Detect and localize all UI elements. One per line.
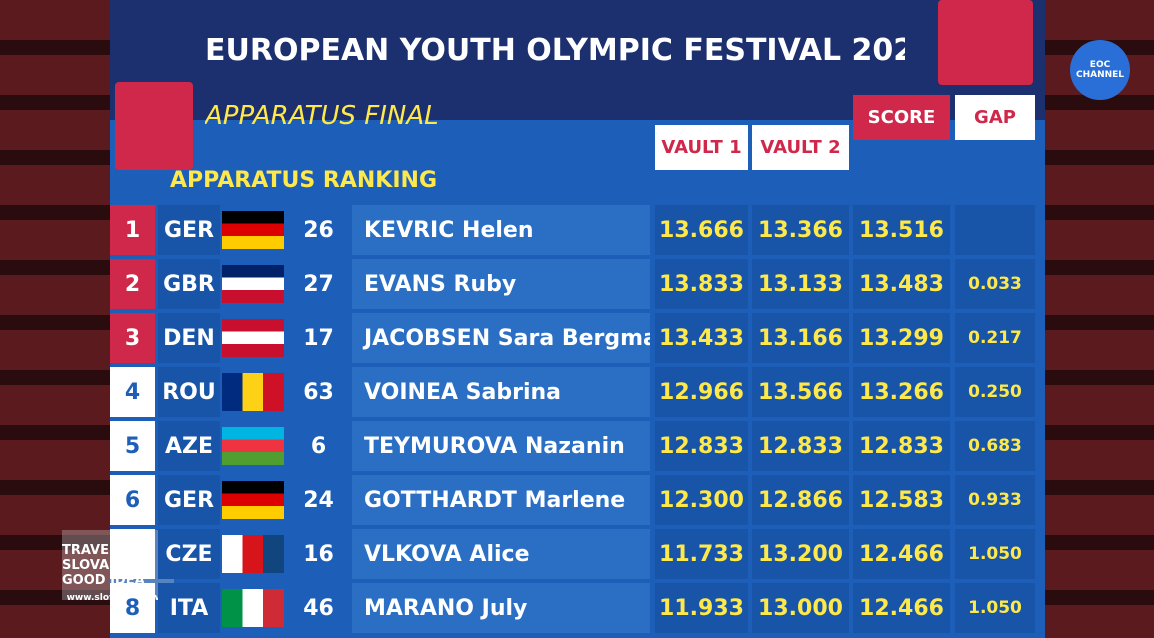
gymnastics-logo: [115, 82, 193, 170]
cell-gap: 1.050: [955, 529, 1035, 579]
cell-nation: GER: [158, 475, 220, 525]
cell-rank: 4: [110, 367, 155, 417]
cell-score: 13.266: [853, 367, 950, 417]
cell-vault2: 13.566: [752, 367, 849, 417]
cell-score: 13.299: [853, 313, 950, 363]
column-header: VAULT 1: [655, 125, 748, 170]
cell-score: 12.833: [853, 421, 950, 471]
cell-name: GOTTHARDT Marlene: [352, 475, 650, 525]
flag: [222, 535, 284, 573]
cell-name: VOINEA Sabrina: [352, 367, 650, 417]
cell-vault2: 12.833: [752, 421, 849, 471]
cell-vault2: 13.366: [752, 205, 849, 255]
cell-nation: ITA: [158, 583, 220, 633]
cell-vault2: 13.166: [752, 313, 849, 363]
section-title: APPARATUS RANKING: [170, 167, 437, 193]
cell-gap: [955, 205, 1035, 255]
cell-rank: 2: [110, 259, 155, 309]
cell-bib: 63: [303, 379, 334, 405]
cell-rank: 6: [110, 475, 155, 525]
festival-logo: [938, 0, 1033, 85]
cell-name: EVANS Ruby: [352, 259, 650, 309]
cell-gap: 0.033: [955, 259, 1035, 309]
cell-nation: DEN: [158, 313, 220, 363]
cell-vault1: 12.966: [655, 367, 748, 417]
cell-score: 12.466: [853, 529, 950, 579]
cell-vault1: 12.300: [655, 475, 748, 525]
cell-gap: 0.250: [955, 367, 1035, 417]
column-header: SCORE: [853, 95, 950, 140]
cell-nation: CZE: [158, 529, 220, 579]
cell-vault2: 13.133: [752, 259, 849, 309]
cell-vault2: 13.200: [752, 529, 849, 579]
cell-rank: 8: [110, 583, 155, 633]
cell-score: 13.483: [853, 259, 950, 309]
flag: [222, 319, 284, 357]
cell-nation: GER: [158, 205, 220, 255]
column-header: VAULT 2: [752, 125, 849, 170]
cell-gap: 1.050: [955, 583, 1035, 633]
cell-bib: 27: [303, 271, 334, 297]
cell-bib: 26: [303, 217, 334, 243]
cell-bib: 17: [303, 325, 334, 351]
cell-bib: 6: [310, 433, 327, 459]
channel-logo: EOC CHANNEL: [1070, 40, 1130, 100]
cell-name: JACOBSEN Sara Bergmann: [352, 313, 650, 363]
subtitle: APPARATUS FINAL: [205, 101, 439, 131]
cell-name: KEVRIC Helen: [352, 205, 650, 255]
cell-bib: 16: [303, 541, 334, 567]
cell-bib: 24: [303, 487, 334, 513]
cell-vault2: 12.866: [752, 475, 849, 525]
column-header: GAP: [955, 95, 1035, 140]
cell-nation: GBR: [158, 259, 220, 309]
flag: [222, 589, 284, 627]
cell-gap: 0.217: [955, 313, 1035, 363]
cell-vault1: 13.433: [655, 313, 748, 363]
cell-score: 12.583: [853, 475, 950, 525]
cell-vault1: 12.833: [655, 421, 748, 471]
cell-vault1: 13.833: [655, 259, 748, 309]
cell-gap: 0.683: [955, 421, 1035, 471]
cell-rank: 3: [110, 313, 155, 363]
cell-score: 13.516: [853, 205, 950, 255]
cell-name: TEYMUROVA Nazanin: [352, 421, 650, 471]
title: EUROPEAN YOUTH OLYMPIC FESTIVAL 2022: [205, 32, 905, 68]
cell-vault1: 11.933: [655, 583, 748, 633]
flag: [222, 265, 284, 303]
cell-rank: [110, 529, 155, 579]
flag: [222, 373, 284, 411]
cell-bib: 46: [303, 595, 334, 621]
cell-rank: 5: [110, 421, 155, 471]
cell-vault2: 13.000: [752, 583, 849, 633]
cell-nation: AZE: [158, 421, 220, 471]
flag: [222, 481, 284, 519]
cell-gap: 0.933: [955, 475, 1035, 525]
cell-name: VLKOVA Alice: [352, 529, 650, 579]
flag: [222, 211, 284, 249]
cell-vault1: 11.733: [655, 529, 748, 579]
cell-score: 12.466: [853, 583, 950, 633]
cell-vault1: 13.666: [655, 205, 748, 255]
flag: [222, 427, 284, 465]
cell-nation: ROU: [158, 367, 220, 417]
cell-name: MARANO July: [352, 583, 650, 633]
cell-rank: 1: [110, 205, 155, 255]
